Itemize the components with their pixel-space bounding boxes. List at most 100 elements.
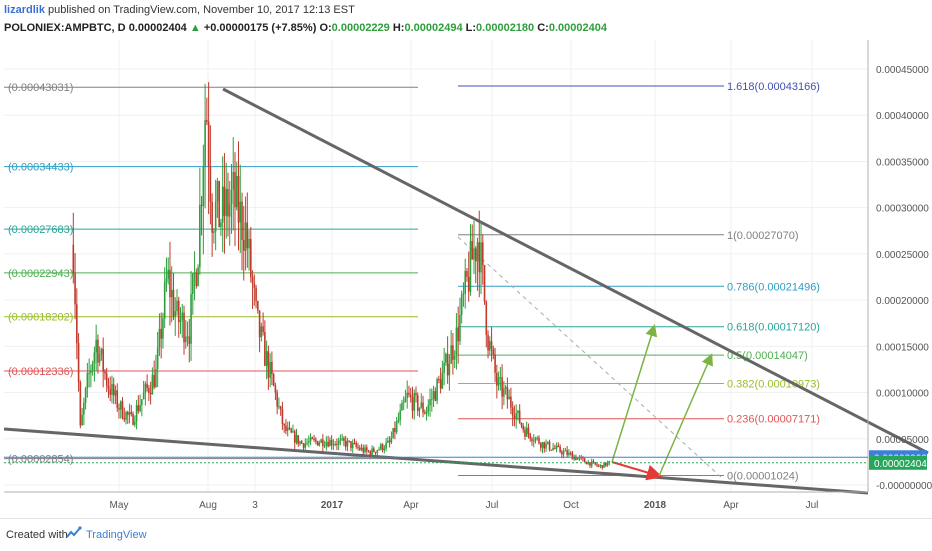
candle-body [246,222,249,249]
price-tag-box [869,455,927,470]
candle-body [283,423,285,426]
candle-body [383,448,386,451]
candle-body [527,427,530,434]
candle-body [369,451,372,456]
candle-body [374,451,377,453]
candle-body [84,388,87,403]
chart-plot[interactable]: (0.00043031) (0.00034433) (0.00027683) (0.0… [0,0,932,518]
tradingview-logo-icon[interactable] [66,526,82,540]
candle-body [452,345,454,360]
green-projection-arrow-2 [658,353,713,477]
candle-body [569,452,572,454]
candle-body [98,354,101,363]
candle-body [541,442,544,448]
author-link[interactable]: lizardlik [4,4,45,16]
candle-body [107,385,110,390]
candle-body [432,391,435,399]
candle-body [425,411,428,414]
x-tick-label: Apr [403,500,419,511]
candle-body [334,443,336,445]
candle-body [562,451,565,455]
candle-body [295,435,298,443]
candle-body [76,304,78,344]
candle-body [242,240,245,251]
candle-body [142,392,145,400]
fib-right-label: 1.618(0.00043166) [727,81,820,93]
candle-body [181,312,184,321]
open-label: O: [319,22,332,34]
fib-left-label: (0.00012336) [8,366,73,378]
candle-body [418,407,421,411]
candle-body [302,443,305,448]
candle-body [423,412,426,414]
chart-header: lizardlik published on TradingView.com, … [0,0,932,40]
candle-body [132,413,134,425]
candle-body [387,440,389,443]
candle-body [199,204,201,268]
candle-body [559,446,561,452]
candle-body [469,241,472,292]
candle-body [438,378,440,380]
candle-body [429,399,431,406]
candle-body [557,445,560,447]
candle-body [394,428,396,433]
candle-body [116,390,119,408]
candle-body [538,437,540,444]
candle-body [163,282,166,319]
candle-body [155,369,157,388]
candle-body [156,347,159,370]
fib-left-label: (0.00027683) [8,224,73,236]
axes: May Aug 3 2017 Apr Jul Oct 2018 Apr Jul 0.00045000… [4,40,932,511]
candle-body [195,272,198,287]
candle-body [160,328,162,339]
candle-body [315,439,317,442]
candle-body [594,462,597,465]
candle-body [415,393,417,396]
candle-body [408,392,410,395]
candle-body [262,326,264,333]
candle-body [128,412,131,415]
candle-body [213,231,215,233]
candle-body [274,385,277,393]
y-tick-label: 0.00010000 [876,389,929,400]
candle-body [443,362,445,373]
candle-body [250,238,252,277]
candle-body [431,398,433,400]
candle-body [228,204,231,217]
candle-body [162,318,164,339]
fib-left-label: (0.00018202) [8,312,73,324]
candle-body [536,437,539,439]
diagonal-dashed-line [457,236,723,479]
candle-body [269,361,271,378]
candle-body [402,401,405,404]
candle-body [395,421,398,433]
candle-body [474,248,477,262]
candle-body [290,428,293,433]
candle-body [144,383,147,393]
y-tick-label: 0.00035000 [876,157,929,168]
fib-right-label: 0.618(0.00017120) [727,322,820,334]
symbol-label[interactable]: POLONIEX:AMPBTC, D [4,22,126,34]
projection-arrows [611,324,713,481]
candle-body [209,166,212,202]
created-with-text: Created with [6,529,68,541]
lower-trend-line [3,427,869,495]
candle-body [220,222,222,228]
candle-body [517,410,519,414]
candle-body [525,427,528,437]
candle-body [411,397,414,411]
fib-left-label: (0.00034433) [8,162,73,174]
candle-body [450,345,452,364]
x-tick-label: Jul [806,500,819,511]
candle-body [200,204,203,206]
candle-body [320,439,322,443]
footer: Created with TradingView [0,518,932,551]
tradingview-brand[interactable]: TradingView [86,529,147,541]
candle-body [79,382,82,426]
candle-body [281,408,284,424]
candle-body [300,441,303,444]
candle-body [153,374,155,388]
candle-body [104,371,106,374]
candle-body [255,287,257,301]
candle-body [571,453,574,460]
